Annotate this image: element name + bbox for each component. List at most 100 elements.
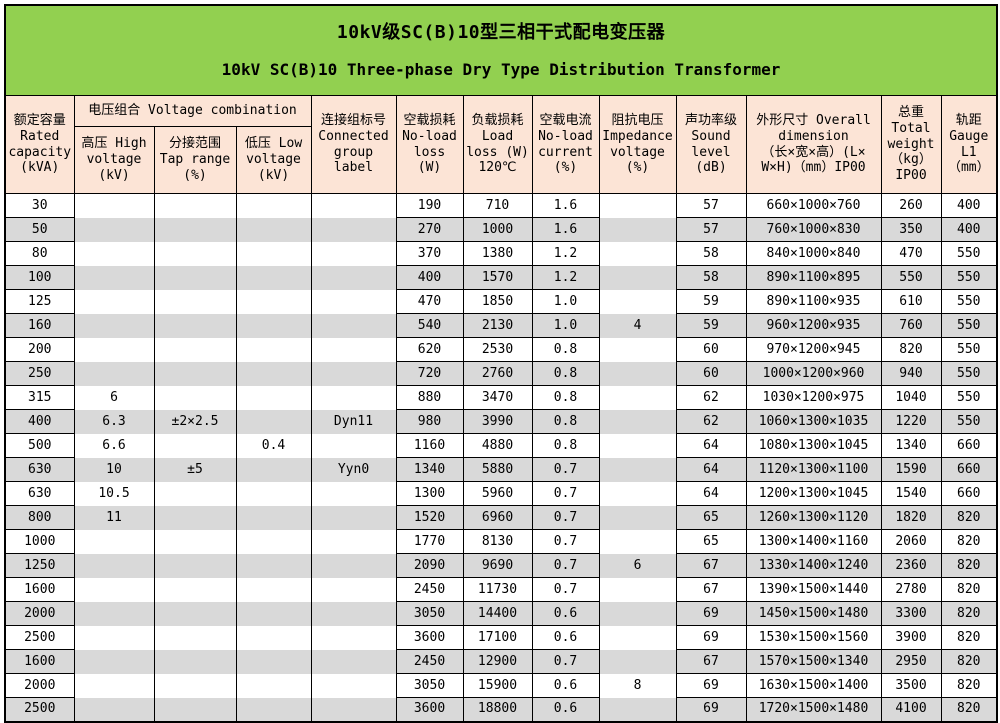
cell-no-load-loss: 2450: [395, 649, 464, 675]
cell-tap-range: [153, 625, 237, 650]
header-sound-level: 声功率级 Sound level (dB): [675, 95, 747, 195]
cell-impedance-voltage: [598, 337, 677, 362]
cell-tap-range: [153, 337, 237, 362]
cell-low-voltage: [235, 337, 312, 362]
cell-total-weight: 820: [880, 337, 942, 363]
cell-total-weight: 2360: [880, 553, 942, 579]
cell-sound-level: 62: [675, 385, 747, 411]
cell-sound-level: 64: [675, 433, 747, 459]
cell-sound-level: 59: [675, 313, 747, 339]
cell-sound-level: 69: [675, 601, 747, 627]
cell-connected-group: [310, 529, 397, 554]
cell-total-weight: 1820: [880, 505, 942, 531]
cell-no-load-loss: 3050: [395, 673, 464, 699]
cell-impedance-voltage: [598, 289, 677, 314]
cell-rated-capacity: 2000: [4, 673, 75, 699]
table-row: 1000 1770 8130 0.7 65 1300×1400×1160 206…: [4, 529, 998, 555]
cell-high-voltage: [73, 193, 155, 218]
cell-tap-range: [153, 505, 237, 530]
cell-tap-range: ±2×2.5: [153, 409, 237, 434]
cell-impedance-voltage: 6: [598, 553, 677, 578]
cell-low-voltage: [235, 385, 312, 410]
cell-total-weight: 260: [880, 193, 942, 219]
cell-total-weight: 1540: [880, 481, 942, 507]
cell-sound-level: 58: [675, 241, 747, 267]
cell-sound-level: 60: [675, 361, 747, 387]
cell-high-voltage: 6: [73, 385, 155, 410]
cell-connected-group: [310, 505, 397, 530]
cell-low-voltage: 0.4: [235, 433, 312, 458]
cell-impedance-voltage: [598, 361, 677, 386]
table-row: 2000 3050 14400 0.6 69 1450×1500×1480 33…: [4, 601, 998, 627]
cell-overall-dimension: 1530×1500×1560: [745, 625, 882, 651]
cell-high-voltage: [73, 361, 155, 386]
cell-total-weight: 470: [880, 241, 942, 267]
cell-no-load-loss: 1340: [395, 457, 464, 483]
cell-overall-dimension: 1000×1200×960: [745, 361, 882, 387]
cell-gauge: 400: [940, 217, 998, 243]
cell-load-loss: 6960: [462, 505, 533, 531]
cell-load-loss: 17100: [462, 625, 533, 651]
cell-rated-capacity: 630: [4, 481, 75, 507]
cell-rated-capacity: 160: [4, 313, 75, 339]
cell-tap-range: [153, 265, 237, 290]
cell-no-load-loss: 540: [395, 313, 464, 339]
cell-low-voltage: [235, 697, 312, 722]
cell-tap-range: [153, 193, 237, 218]
cell-no-load-current: 0.8: [531, 337, 600, 363]
cell-tap-range: ±5: [153, 457, 237, 482]
cell-load-loss: 5960: [462, 481, 533, 507]
cell-impedance-voltage: [598, 577, 677, 602]
cell-total-weight: 3900: [880, 625, 942, 651]
cell-tap-range: [153, 529, 237, 554]
cell-impedance-voltage: [598, 649, 677, 674]
cell-impedance-voltage: [598, 697, 677, 722]
cell-overall-dimension: 1300×1400×1160: [745, 529, 882, 555]
cell-low-voltage: [235, 313, 312, 338]
cell-no-load-current: 0.6: [531, 673, 600, 699]
cell-low-voltage: [235, 409, 312, 434]
cell-overall-dimension: 1060×1300×1035: [745, 409, 882, 435]
cell-total-weight: 3500: [880, 673, 942, 699]
cell-high-voltage: [73, 553, 155, 578]
cell-no-load-current: 0.8: [531, 433, 600, 459]
cell-no-load-loss: 1300: [395, 481, 464, 507]
cell-no-load-current: 1.0: [531, 289, 600, 315]
cell-impedance-voltage: [598, 625, 677, 650]
cell-tap-range: [153, 697, 237, 722]
cell-impedance-voltage: [598, 601, 677, 626]
cell-impedance-voltage: [598, 481, 677, 506]
cell-high-voltage: 10: [73, 457, 155, 482]
cell-overall-dimension: 760×1000×830: [745, 217, 882, 243]
cell-impedance-voltage: [598, 433, 677, 458]
cell-gauge: 660: [940, 457, 998, 483]
table-row: 2500 3600 18800 0.6 69 1720×1500×1480 41…: [4, 697, 998, 723]
cell-connected-group: [310, 337, 397, 362]
cell-tap-range: [153, 361, 237, 386]
cell-no-load-loss: 980: [395, 409, 464, 435]
table-row: 200 620 2530 0.8 60 970×1200×945 820 550: [4, 337, 998, 363]
cell-no-load-loss: 370: [395, 241, 464, 267]
cell-rated-capacity: 2500: [4, 625, 75, 651]
cell-sound-level: 64: [675, 457, 747, 483]
cell-overall-dimension: 660×1000×760: [745, 193, 882, 219]
cell-load-loss: 15900: [462, 673, 533, 699]
cell-overall-dimension: 840×1000×840: [745, 241, 882, 267]
cell-tap-range: [153, 649, 237, 674]
header-connected-group: 连接组标号 Connected group label: [310, 95, 397, 195]
cell-rated-capacity: 1000: [4, 529, 75, 555]
cell-load-loss: 710: [462, 193, 533, 219]
cell-total-weight: 940: [880, 361, 942, 387]
cell-sound-level: 69: [675, 697, 747, 723]
cell-overall-dimension: 1720×1500×1480: [745, 697, 882, 723]
cell-load-loss: 8130: [462, 529, 533, 555]
table-row: 315 6 880 3470 0.8 62 1030×1200×975 1040…: [4, 385, 998, 411]
table-row: 80 370 1380 1.2 58 840×1000×840 470 550: [4, 241, 998, 267]
cell-gauge: 550: [940, 385, 998, 411]
cell-total-weight: 4100: [880, 697, 942, 723]
cell-no-load-loss: 270: [395, 217, 464, 243]
cell-sound-level: 64: [675, 481, 747, 507]
cell-no-load-loss: 1520: [395, 505, 464, 531]
cell-high-voltage: 11: [73, 505, 155, 530]
cell-no-load-current: 0.7: [531, 481, 600, 507]
